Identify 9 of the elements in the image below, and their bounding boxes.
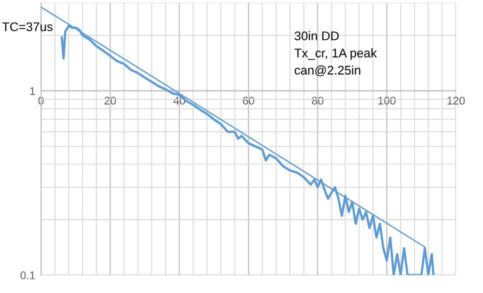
- annotation: 30in DD: [294, 31, 339, 40]
- text: TC=37us: [2, 22, 53, 32]
- y-tick-label: 1: [30, 87, 35, 95]
- x-tick-label: 120: [448, 96, 465, 105]
- x-tick-label: 20: [104, 96, 116, 105]
- annotation: Tx_cr, 1A peak: [294, 48, 377, 60]
- annotation: can@2.25in: [294, 65, 360, 76]
- x-tick-label: 60: [242, 96, 254, 105]
- y-tick-label: 0.1: [20, 271, 35, 280]
